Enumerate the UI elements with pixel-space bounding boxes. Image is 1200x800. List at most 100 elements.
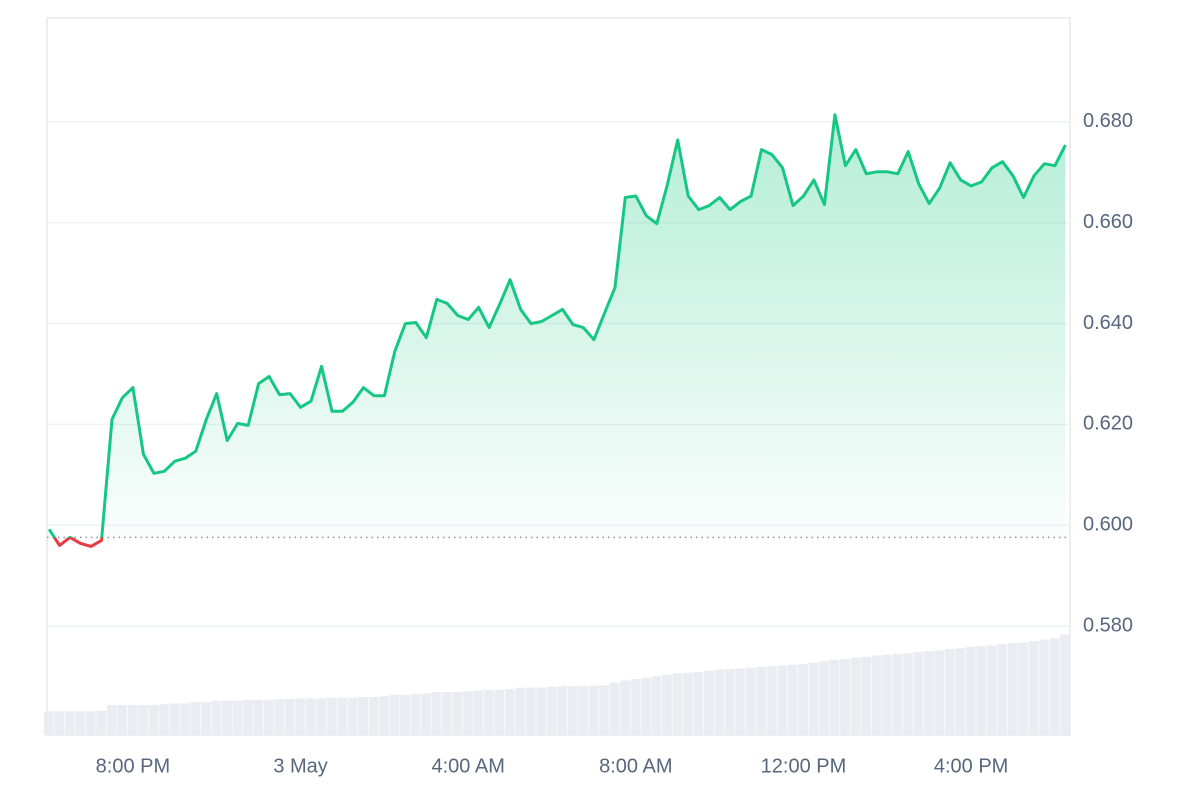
volume-bar <box>337 697 348 735</box>
volume-bar <box>326 697 337 735</box>
volume-bar <box>410 694 421 735</box>
volume-bar <box>75 711 86 735</box>
volume-bar <box>274 699 285 735</box>
volume-bar <box>441 691 452 735</box>
volume-bar <box>840 658 851 735</box>
volume-bar <box>871 655 882 735</box>
volume-bar <box>253 699 264 735</box>
volume-bar <box>672 673 683 735</box>
x-tick-label: 3 May <box>273 755 327 777</box>
volume-bar <box>756 666 767 735</box>
volume-bar <box>1018 642 1029 735</box>
volume-bar <box>693 671 704 735</box>
volume-bar <box>703 670 714 735</box>
volume-bar <box>295 698 306 735</box>
volume-bar <box>452 691 463 735</box>
volume-bar <box>347 697 358 735</box>
volume-bar <box>997 643 1008 735</box>
x-tick-label: 4:00 PM <box>934 755 1008 777</box>
volume-bar <box>64 711 75 735</box>
x-tick-label: 12:00 PM <box>761 755 847 777</box>
volume-bar <box>242 699 253 735</box>
volume-bar <box>473 690 484 735</box>
volume-bar <box>620 680 630 735</box>
volume-bar <box>462 691 473 735</box>
volume-bar <box>766 666 777 735</box>
volume-bar <box>662 674 672 735</box>
volume-bar <box>525 687 536 735</box>
volume-bar <box>850 657 861 735</box>
volume-bar <box>358 696 369 735</box>
volume-bar <box>389 694 400 735</box>
volume-bar <box>169 703 180 735</box>
volume-bar <box>494 689 505 735</box>
volume-bar <box>724 669 735 735</box>
volume-bar <box>944 648 955 735</box>
volume-bar <box>955 648 966 735</box>
volume-bar <box>85 711 96 735</box>
volume-bar <box>1049 638 1060 735</box>
volume-bar <box>745 667 756 735</box>
volume-bar <box>368 696 379 735</box>
volume-bar <box>379 696 390 735</box>
volume-bar <box>735 668 746 735</box>
volume-bar <box>1028 641 1039 735</box>
price-area <box>49 114 1066 538</box>
y-tick-label: 0.660 <box>1083 211 1133 233</box>
volume-bar <box>567 686 578 735</box>
y-tick-label: 0.600 <box>1083 514 1133 536</box>
volume-bar <box>986 645 997 735</box>
volume-bar <box>630 679 641 735</box>
volume-bar <box>829 659 840 735</box>
volume-bar <box>400 694 410 735</box>
volume-bar <box>819 661 830 735</box>
volume-bar <box>96 710 107 735</box>
volume-bar <box>515 687 526 735</box>
volume-bar <box>43 711 54 735</box>
volume-bar <box>106 704 117 735</box>
volume-bar <box>798 664 809 735</box>
volume-bar <box>316 698 327 735</box>
volume-bar <box>682 672 693 735</box>
volume-bar <box>976 646 987 735</box>
volume-bar <box>578 686 589 735</box>
volume-bar <box>117 704 128 735</box>
volume-bar <box>431 691 442 735</box>
volume-bar <box>180 703 190 735</box>
volume-bar <box>882 654 892 735</box>
volume-bar <box>483 689 494 735</box>
volume-bar <box>923 651 934 735</box>
volume-bar <box>159 704 169 735</box>
volume-bar <box>190 702 201 735</box>
volume-bar <box>557 686 568 735</box>
volume-bar <box>913 651 924 735</box>
volume-bar <box>536 687 547 735</box>
volume-bar <box>1039 639 1050 735</box>
volume-bar <box>1060 634 1071 735</box>
x-tick-label: 8:00 PM <box>96 755 170 777</box>
volume-bar <box>127 704 138 735</box>
volume-bar <box>1007 643 1018 735</box>
volume-bar <box>148 704 159 735</box>
volume-bar <box>641 677 651 735</box>
y-tick-label: 0.580 <box>1083 614 1133 636</box>
volume-bar <box>892 653 903 735</box>
volume-bar <box>232 700 243 735</box>
volume-bar <box>599 685 610 735</box>
volume-bar <box>965 646 976 735</box>
volume-bar <box>54 711 65 735</box>
volume-bar <box>504 689 515 735</box>
volume-bar <box>211 700 222 735</box>
volume-bar <box>305 698 316 735</box>
volume-bar <box>777 665 788 735</box>
volume-bar <box>861 656 871 735</box>
volume-bar <box>201 702 211 735</box>
y-tick-label: 0.620 <box>1083 413 1133 435</box>
volume-bar <box>609 682 620 735</box>
volume-bar <box>714 669 725 735</box>
price-line <box>47 113 1067 548</box>
x-tick-label: 4:00 AM <box>431 755 504 777</box>
volume-bar <box>138 704 149 735</box>
volume-bar <box>284 699 295 735</box>
